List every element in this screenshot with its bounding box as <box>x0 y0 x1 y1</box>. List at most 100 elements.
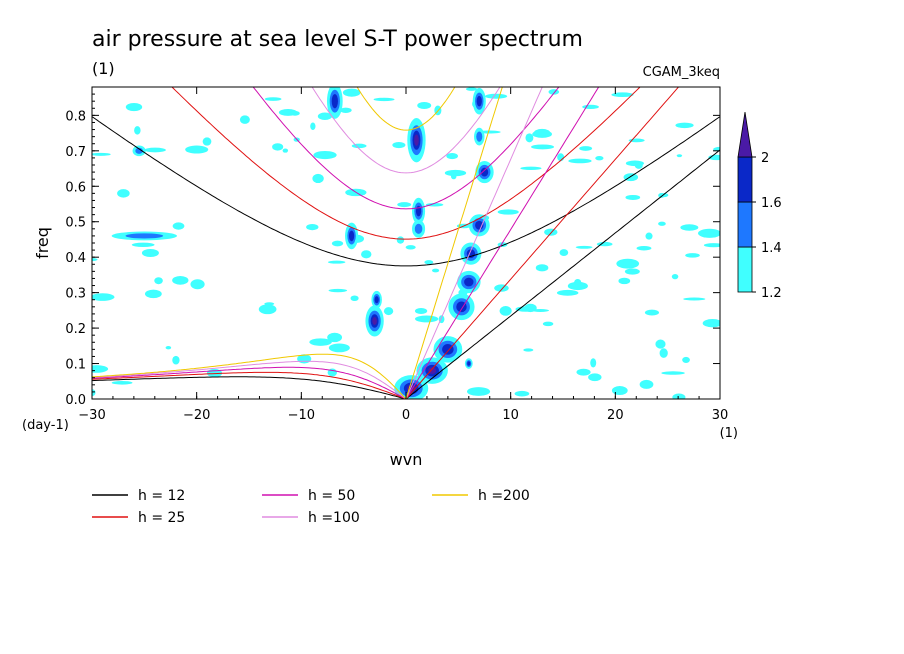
speckle <box>424 260 434 265</box>
dispersion-curve <box>405 149 720 399</box>
dispersion-curve <box>405 87 600 399</box>
speckle <box>530 144 555 150</box>
speckle <box>655 339 666 349</box>
x-tick-label: −30 <box>78 408 105 423</box>
speckle <box>588 373 602 382</box>
speckle <box>523 348 534 352</box>
speckle <box>590 358 597 368</box>
speckle <box>317 112 332 121</box>
contour-blob <box>476 95 482 107</box>
dispersion-curve <box>92 366 407 399</box>
speckle <box>683 297 706 301</box>
colorbar-label: 2 <box>761 151 769 166</box>
y-tick-label: 0.3 <box>65 287 86 302</box>
speckle <box>499 306 512 316</box>
speckle <box>708 154 720 161</box>
speckle <box>282 148 289 153</box>
dispersion-curve <box>311 87 501 174</box>
x-axis-unit: (1) <box>720 426 738 441</box>
x-tick-label: −20 <box>183 408 210 423</box>
speckle <box>258 304 277 315</box>
contour-blob <box>374 296 379 304</box>
legend-label: h =200 <box>478 488 530 504</box>
dispersion-curve <box>92 371 407 399</box>
speckle <box>328 288 348 293</box>
y-tick-label: 0.6 <box>65 180 86 195</box>
background-contours <box>92 87 720 399</box>
colorbar-label: 1.4 <box>761 241 782 256</box>
x-tick-label: 20 <box>607 408 624 423</box>
speckle <box>685 253 700 258</box>
chart-title: air pressure at sea level S-T power spec… <box>92 27 583 52</box>
colorbar-segment <box>737 156 753 203</box>
speckle <box>680 224 699 231</box>
dispersion-curve <box>405 87 680 399</box>
dispersion-curve <box>356 87 456 131</box>
speckle <box>625 194 641 200</box>
speckle <box>542 321 554 327</box>
speckle <box>644 309 660 316</box>
dispersion-curve <box>92 360 407 399</box>
speckle <box>520 166 542 171</box>
contour-blob <box>428 367 437 375</box>
contour-blob <box>535 264 549 272</box>
legend-label: h = 25 <box>138 510 185 526</box>
speckle <box>92 365 109 373</box>
speckle <box>465 87 478 91</box>
speckle <box>645 232 653 240</box>
speckle <box>417 102 432 110</box>
contour-blob <box>125 233 164 239</box>
speckle <box>556 289 579 296</box>
dispersion-curve <box>92 353 407 399</box>
speckle <box>396 236 405 244</box>
legend: h = 12 h = 25 h = 50 h =100 h =200 <box>92 488 530 526</box>
speckle <box>165 346 172 350</box>
contour-blob <box>467 361 471 366</box>
plot-area <box>92 87 720 399</box>
speckle <box>702 319 720 328</box>
speckle <box>703 243 720 248</box>
speckle <box>92 152 111 156</box>
x-tick-label: 0 <box>402 408 410 423</box>
speckle <box>672 393 686 399</box>
speckle <box>331 240 344 247</box>
speckle <box>272 143 284 151</box>
speckle <box>497 209 519 215</box>
speckle <box>514 390 530 397</box>
speckle <box>92 257 98 262</box>
contour-blob <box>533 128 551 138</box>
speckle <box>312 173 324 184</box>
contour-blob <box>372 317 377 325</box>
speckle <box>624 268 640 275</box>
speckle <box>595 156 604 161</box>
speckle <box>636 245 652 251</box>
dispersion-curve <box>171 87 641 240</box>
legend-label: h =100 <box>308 510 360 526</box>
colorbar-segment <box>737 246 753 293</box>
dispersion-curve <box>252 87 560 210</box>
speckle <box>327 332 343 343</box>
speckle <box>658 221 666 226</box>
speckle <box>313 150 337 160</box>
speckle <box>339 107 352 113</box>
speckle <box>328 343 350 353</box>
speckle <box>671 273 679 280</box>
legend-label: h = 12 <box>138 488 185 504</box>
colorbar-triangle <box>737 111 753 158</box>
plot-frame <box>91 86 721 400</box>
chart-subtitle-left: (1) <box>92 59 115 78</box>
dispersion-curve <box>405 87 543 399</box>
speckle <box>568 158 592 164</box>
speckle <box>373 97 395 102</box>
contour-blob <box>135 147 143 154</box>
speckle <box>92 389 96 397</box>
speckle <box>309 338 332 346</box>
contour-blob <box>464 277 474 287</box>
speckle <box>264 97 282 101</box>
y-tick-label: 0.1 <box>65 358 86 373</box>
dispersion-curves <box>92 87 720 399</box>
speckle <box>425 202 444 207</box>
speckle <box>639 379 654 389</box>
speckle <box>306 224 319 231</box>
